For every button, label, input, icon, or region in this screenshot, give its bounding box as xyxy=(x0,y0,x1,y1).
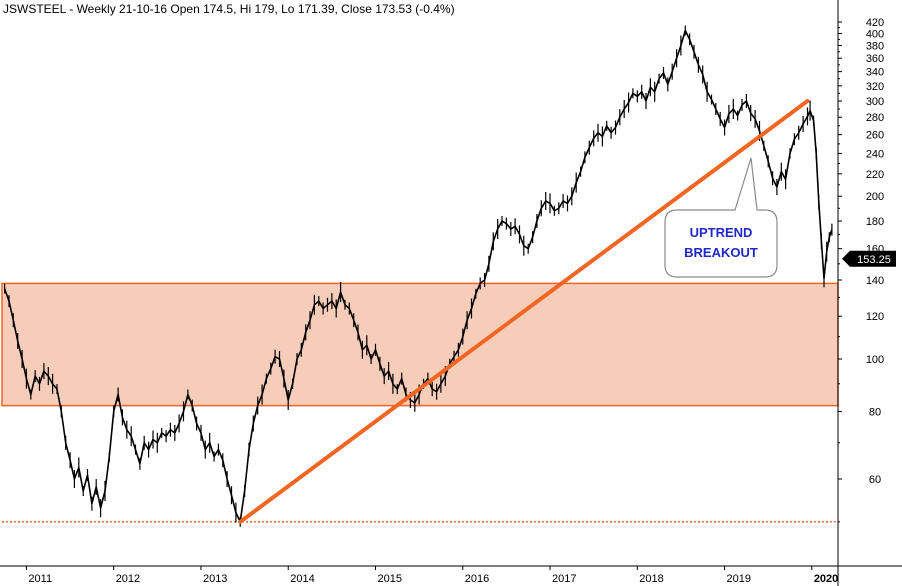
last-price-label: 153.25 xyxy=(857,254,891,266)
x-tick-label: 2014 xyxy=(290,573,314,585)
x-tick-label: 2019 xyxy=(727,573,751,585)
y-tick-label: 140 xyxy=(866,275,884,287)
callout-text-line: BREAKOUT xyxy=(684,245,758,260)
y-tick-label: 380 xyxy=(866,41,884,53)
chart-title: JSWSTEEL - Weekly 21-10-16 Open 174.5, H… xyxy=(3,2,455,16)
y-tick-label: 120 xyxy=(866,311,884,323)
x-tick-label: 2016 xyxy=(465,573,489,585)
callout-text-line: UPTREND xyxy=(690,225,753,240)
y-tick-label: 200 xyxy=(866,191,884,203)
y-tick-label: 340 xyxy=(866,67,884,79)
y-tick-label: 260 xyxy=(866,130,884,142)
x-tick-label: 2012 xyxy=(116,573,140,585)
last-price-tag xyxy=(842,250,896,267)
y-tick-label: 320 xyxy=(866,81,884,93)
y-tick-label: 280 xyxy=(866,112,884,124)
y-tick-label: 420 xyxy=(866,17,884,29)
x-tick-label: 2017 xyxy=(552,573,576,585)
support-zone-layer xyxy=(1,282,839,523)
price-series-layer xyxy=(3,25,833,527)
y-tick-label: 180 xyxy=(866,216,884,228)
y-tick-label: 240 xyxy=(866,148,884,160)
y-tick-label: 60 xyxy=(869,474,881,486)
y-tick-label: 400 xyxy=(866,28,884,40)
y-tick-label: 300 xyxy=(866,96,884,108)
y-tick-label: 80 xyxy=(869,406,881,418)
x-tick-label: 2013 xyxy=(203,573,227,585)
callout-bubble xyxy=(664,157,778,278)
y-tick-label: 360 xyxy=(866,53,884,65)
price-line xyxy=(3,29,833,523)
y-tick-label: 220 xyxy=(866,169,884,181)
support-zone xyxy=(1,282,839,407)
x-tick-label: 2011 xyxy=(28,573,52,585)
trendline-layer xyxy=(238,99,810,524)
x-tick-label: 2020 xyxy=(814,573,838,585)
trendline xyxy=(238,99,810,524)
x-tick-label: 2018 xyxy=(639,573,663,585)
x-tick-label: 2015 xyxy=(377,573,401,585)
callout-layer: UPTREND BREAKOUT xyxy=(664,157,778,278)
y-tick-label: 100 xyxy=(866,354,884,366)
